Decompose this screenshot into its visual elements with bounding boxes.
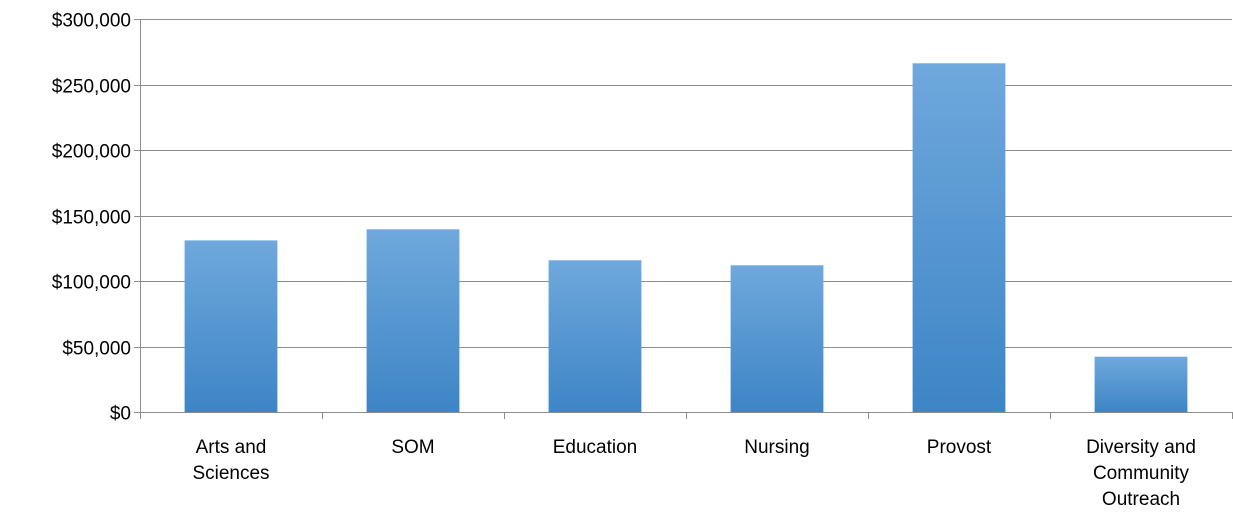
x-axis-category-label: Education — [553, 437, 638, 458]
x-axis-category-label-line: Arts and — [196, 437, 267, 458]
x-axis-category-label: Provost — [927, 437, 992, 458]
x-axis-category-label: Nursing — [744, 437, 809, 458]
x-axis-category-labels: Arts and Sciences SOM Education Nursing Provo… — [192, 437, 1195, 510]
y-axis-tick-label: $200,000 — [52, 142, 131, 163]
x-axis-category-label-line: Outreach — [1102, 489, 1180, 510]
y-axis-tick-label: $100,000 — [52, 273, 131, 294]
bar — [548, 260, 642, 412]
x-axis-category-label-line: Community — [1093, 463, 1190, 484]
bars — [184, 63, 1188, 413]
x-axis-category-label: SOM — [391, 437, 434, 458]
y-axis-tick-label: $150,000 — [52, 208, 131, 229]
y-axis-tick-label: $50,000 — [62, 339, 131, 360]
y-axis-tick-label: $300,000 — [52, 11, 131, 32]
x-axis-category-label-line: SOM — [391, 437, 434, 458]
bar — [184, 240, 278, 412]
bar — [912, 63, 1006, 413]
y-axis-tick-label: $250,000 — [52, 77, 131, 98]
x-axis-category-label-line: Diversity and — [1086, 437, 1196, 458]
gridlines — [140, 19, 1232, 348]
bar — [366, 229, 460, 412]
axes — [134, 19, 1233, 419]
x-axis-category-label-line: Sciences — [192, 463, 269, 484]
x-axis-category-label-line: Education — [553, 437, 638, 458]
y-axis-tick-labels: $0 $50,000 $100,000 $150,000 $200,000 $250,00… — [52, 11, 131, 425]
bar — [730, 265, 824, 412]
x-axis-category-label-line: Provost — [927, 437, 992, 458]
bar — [1094, 356, 1188, 412]
x-axis-category-label: Diversity and Community Outreach — [1086, 437, 1196, 510]
y-axis-tick-label: $0 — [110, 404, 131, 425]
x-axis-category-label-line: Nursing — [744, 437, 809, 458]
x-axis-category-label: Arts and Sciences — [192, 437, 269, 484]
